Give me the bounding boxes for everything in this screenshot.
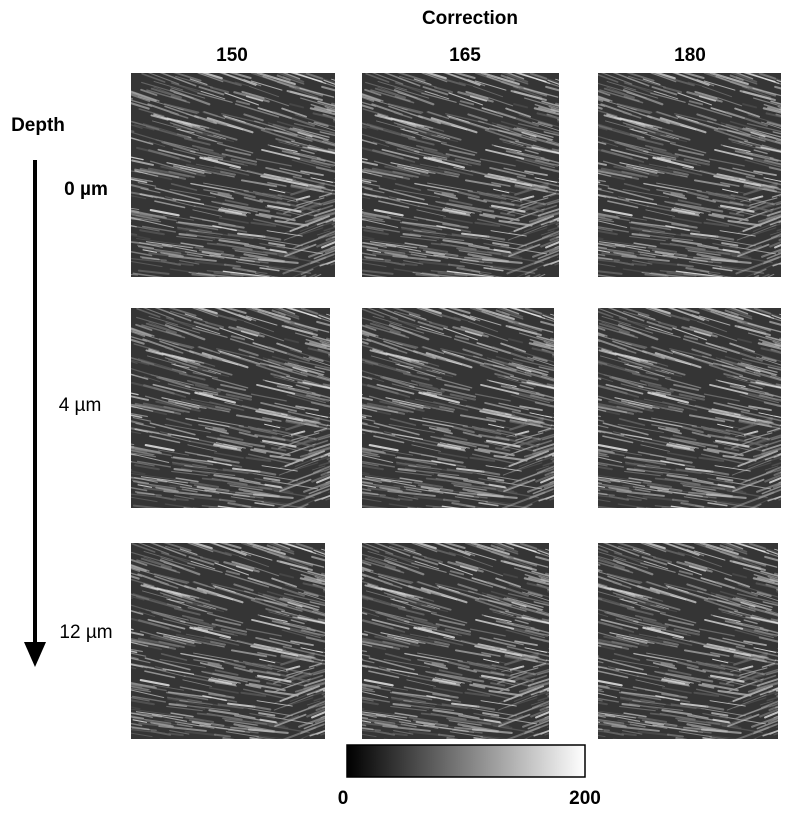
row-label: 4 µm xyxy=(59,395,102,416)
microscopy-image xyxy=(554,534,791,756)
microscopy-image xyxy=(335,64,604,286)
colorbar-max: 200 xyxy=(569,788,601,809)
colorbar-min: 0 xyxy=(338,788,349,809)
microscopy-image xyxy=(564,64,791,286)
depth-title: Depth xyxy=(11,115,65,136)
microscopy-image xyxy=(106,299,375,521)
image-grid xyxy=(101,64,791,756)
row-label: 12 µm xyxy=(59,622,112,643)
microscopy-image xyxy=(330,299,599,521)
microscopy-image xyxy=(101,534,370,756)
microscopy-image xyxy=(111,64,380,286)
arrow-head xyxy=(24,642,46,667)
colorbar xyxy=(346,744,586,778)
microscopy-image xyxy=(559,299,791,521)
column-label: 180 xyxy=(674,45,706,66)
header-title: Correction xyxy=(422,8,518,29)
row-label: 0 µm xyxy=(64,179,108,200)
column-label: 165 xyxy=(449,45,481,66)
microscopy-image xyxy=(325,534,594,756)
column-label: 150 xyxy=(216,45,248,66)
